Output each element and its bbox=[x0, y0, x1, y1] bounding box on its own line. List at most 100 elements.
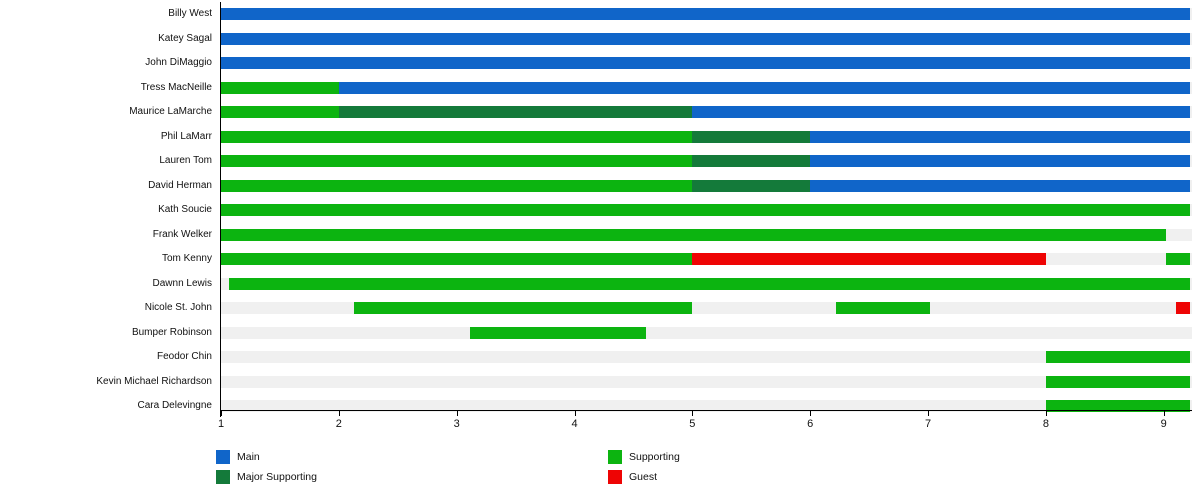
x-tick-label: 3 bbox=[453, 418, 460, 430]
bar-segment bbox=[221, 57, 1190, 70]
row-label: John DiMaggio bbox=[145, 57, 212, 68]
x-tick-mark bbox=[1163, 410, 1165, 416]
bar-segment bbox=[338, 81, 1190, 94]
bar-segment bbox=[810, 179, 1190, 192]
row-label: Bumper Robinson bbox=[131, 326, 212, 338]
row-bars bbox=[221, 223, 1192, 248]
row-label: Nicole St. John bbox=[144, 302, 212, 313]
bar-segment bbox=[221, 204, 1190, 217]
bar-segment bbox=[221, 228, 1167, 241]
bar-segment bbox=[221, 179, 693, 192]
row-bars bbox=[221, 296, 1192, 321]
bar-segment bbox=[1045, 351, 1190, 364]
x-axis-ticks: 1 2 3 4 5 6 7 8 9 bbox=[218, 410, 1192, 440]
chart-rows: Billy West Katey Sagal John DiMaggio Tress … bbox=[0, 2, 1200, 419]
row-label: Kath Soucie bbox=[158, 204, 212, 215]
x-tick-label: 8 bbox=[1042, 418, 1049, 430]
bar-segment bbox=[354, 302, 693, 315]
row-label: Kevin Michael Richardson bbox=[96, 375, 212, 387]
row-bars bbox=[221, 345, 1192, 370]
x-tick-label: 6 bbox=[807, 418, 814, 430]
x-tick-mark bbox=[456, 410, 458, 416]
chart-row: Dawnn Lewis bbox=[0, 272, 1200, 297]
bar-segment bbox=[221, 32, 1190, 45]
legend-swatch-icon bbox=[608, 450, 622, 464]
chart-row: Bumper Robinson bbox=[0, 321, 1200, 346]
x-tick-label: 5 bbox=[689, 418, 696, 430]
x-tick-label: 7 bbox=[924, 418, 932, 430]
bar-segment bbox=[1045, 375, 1190, 388]
row-bars bbox=[221, 51, 1192, 76]
bar-segment bbox=[692, 106, 1190, 119]
chart-row: Tom Kenny bbox=[0, 247, 1200, 272]
chart-row: Maurice LaMarche bbox=[0, 100, 1200, 125]
row-label: Phil LaMarr bbox=[160, 130, 212, 142]
legend-label: Supporting bbox=[629, 451, 680, 463]
bar-segment bbox=[1045, 400, 1190, 413]
legend-swatch-icon bbox=[216, 470, 230, 484]
chart-row: Kevin Michael Richardson bbox=[0, 370, 1200, 395]
x-tick-label: 4 bbox=[571, 418, 578, 430]
chart-row: Cara Delevingne bbox=[0, 394, 1200, 419]
bar-segment bbox=[221, 81, 339, 94]
legend-item: Main bbox=[216, 447, 317, 467]
chart-row: John DiMaggio bbox=[0, 51, 1200, 76]
bar-segment bbox=[221, 253, 693, 266]
row-label: Maurice LaMarche bbox=[129, 106, 212, 117]
bar-segment bbox=[692, 155, 811, 168]
bar-track bbox=[221, 351, 1192, 364]
legend-label: Major Supporting bbox=[237, 471, 317, 483]
row-label: David Herman bbox=[148, 179, 212, 191]
row-bars bbox=[221, 76, 1192, 101]
bar-track bbox=[221, 326, 1192, 339]
row-bars bbox=[221, 125, 1192, 150]
x-tick-mark bbox=[221, 410, 222, 416]
chart-row: Kath Soucie bbox=[0, 198, 1200, 223]
bar-segment bbox=[469, 326, 647, 339]
bar-segment bbox=[836, 302, 931, 315]
row-label: Dawnn Lewis bbox=[152, 277, 212, 289]
bar-segment bbox=[229, 277, 1190, 290]
x-tick-mark bbox=[928, 410, 930, 416]
x-tick-mark bbox=[338, 410, 340, 416]
row-label: Lauren Tom bbox=[159, 155, 212, 166]
bar-segment bbox=[692, 130, 811, 143]
x-tick-mark bbox=[810, 410, 812, 416]
bar-track bbox=[221, 375, 1192, 388]
row-label: Frank Welker bbox=[152, 228, 212, 240]
chart-row: Feodor Chin bbox=[0, 345, 1200, 370]
row-bars bbox=[221, 394, 1192, 419]
legend-label: Guest bbox=[629, 471, 658, 483]
legend-column: Supporting Guest bbox=[608, 447, 680, 487]
bar-segment bbox=[338, 106, 693, 119]
row-bars bbox=[221, 198, 1192, 223]
row-bars bbox=[221, 247, 1192, 272]
legend-swatch-icon bbox=[608, 470, 622, 484]
row-bars bbox=[221, 321, 1192, 346]
legend-column: Main Major Supporting bbox=[216, 447, 317, 487]
legend-swatch-icon bbox=[216, 450, 230, 464]
row-label: Feodor Chin bbox=[156, 351, 212, 362]
x-axis-line bbox=[220, 410, 1192, 411]
chart-legend: Main Major Supporting Supporting Guest bbox=[0, 447, 1200, 487]
row-label: Tress MacNeille bbox=[140, 81, 212, 93]
y-axis-line bbox=[220, 2, 221, 417]
bar-segment bbox=[810, 130, 1190, 143]
legend-item: Guest bbox=[608, 467, 680, 487]
row-label: Billy West bbox=[168, 8, 212, 19]
row-bars bbox=[221, 100, 1192, 125]
row-bars bbox=[221, 370, 1192, 395]
x-tick-mark bbox=[692, 410, 694, 416]
row-label: Tom Kenny bbox=[161, 253, 212, 264]
bar-segment bbox=[692, 253, 1046, 266]
row-bars bbox=[221, 27, 1192, 52]
chart-row: Phil LaMarr bbox=[0, 125, 1200, 150]
legend-label: Main bbox=[237, 451, 260, 463]
bar-segment bbox=[1175, 302, 1190, 315]
bar-segment bbox=[810, 155, 1190, 168]
chart-row: David Herman bbox=[0, 174, 1200, 199]
chart-row: Lauren Tom bbox=[0, 149, 1200, 174]
bar-segment bbox=[221, 130, 693, 143]
bar-track bbox=[221, 400, 1192, 413]
bar-segment bbox=[692, 179, 811, 192]
